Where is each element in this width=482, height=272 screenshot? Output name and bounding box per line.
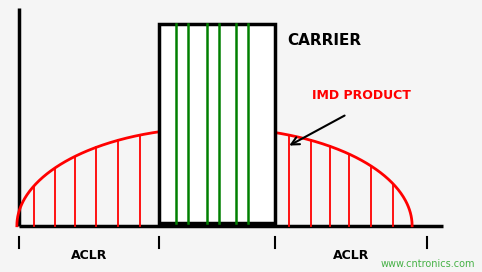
Text: IMD PRODUCT: IMD PRODUCT <box>312 89 411 102</box>
Text: CARRIER: CARRIER <box>287 33 361 48</box>
Text: ACLR: ACLR <box>333 249 369 262</box>
Text: www.cntronics.com: www.cntronics.com <box>380 259 475 269</box>
Text: ACLR: ACLR <box>71 249 107 262</box>
Bar <box>159 24 275 223</box>
